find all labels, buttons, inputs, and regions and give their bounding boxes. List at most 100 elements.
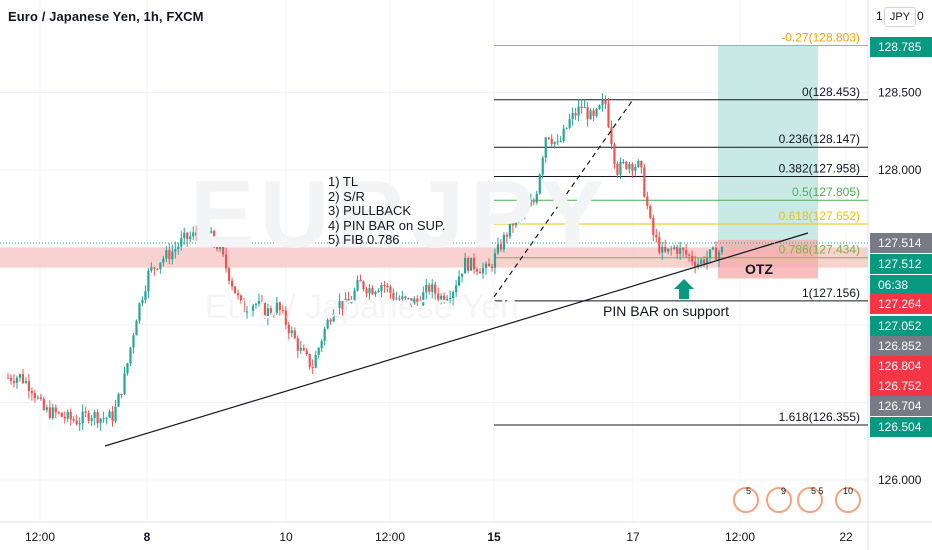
symbol-watermark-subtitle: Euro / Japanese Yen [205,288,519,326]
candle-body [472,257,476,270]
candle-body [284,310,287,325]
candle-body [314,354,317,368]
candle-body [619,161,622,175]
candle-body [281,310,284,312]
candle-body [490,266,494,268]
candle-body [30,390,33,394]
candle-body [395,298,398,300]
candle-body [186,232,189,240]
candle-body [466,258,470,271]
candle-body [239,295,243,302]
candle-body [69,411,72,420]
time-axis-label: 12:00 [725,530,755,544]
candle-body [711,247,715,250]
candle-body [478,271,482,274]
candle-body [428,285,431,292]
candle-body [535,193,538,203]
candle-body [458,276,461,286]
candle-body [123,373,126,395]
candle-body [705,257,709,264]
candle-body [236,293,240,296]
candle-body [6,377,10,379]
candle-body [661,246,664,253]
price-tag-bg [870,254,932,274]
price-tag: 126.704 [870,396,932,416]
candle-body [487,263,491,267]
candle-body [425,285,428,293]
candle-body [583,107,586,109]
candle-body [622,161,625,163]
time-axis-label: 8 [144,530,151,544]
candle-body [676,247,679,254]
candle-body [329,319,332,322]
candle-body [419,301,422,306]
fib-level-label: 0.382(127.958) [779,162,860,176]
candle-body [266,308,270,318]
candle-body [75,420,78,425]
fib-level-label: 0(128.453) [802,85,860,99]
candle-body [120,393,123,395]
candle-body [404,296,407,299]
price-tag-bg [870,417,932,437]
candle-body [643,167,646,197]
price-tag-bg [870,37,932,57]
candle-body [496,244,500,254]
candle-body [219,245,222,250]
candle-body [213,231,216,244]
candle-body [401,296,404,300]
candle-body [204,226,207,231]
price-tag-label: 126.704 [878,399,922,413]
candle-body [174,249,177,252]
economic-events[interactable]: 5 9 5 5 10 [733,486,873,515]
swing-dashed-line [493,100,633,298]
candle-body [144,291,147,301]
event-icon-3[interactable] [797,487,823,513]
candle-body [694,261,697,267]
candle-body [18,374,22,378]
price-axis-label: 128.000 [878,163,922,177]
price-tag: 126.804 [870,356,932,376]
candle-body [335,307,338,314]
candle-body [350,300,353,304]
candle-body [72,419,75,421]
candle-body [296,338,299,351]
candle-body [392,292,395,300]
candle-body [269,308,272,313]
candle-body [553,142,556,144]
candle-body [359,280,362,282]
candle-body [386,285,389,287]
candle-body [550,138,553,144]
candle-body [150,267,153,271]
candle-body [227,268,231,281]
candle-body [589,110,592,120]
candle-body [114,406,117,422]
candle-body [374,291,377,295]
candle-body [341,300,344,310]
candle-body [230,280,234,287]
candle-body [51,407,54,418]
candle-body [242,301,246,313]
candle-body [598,105,601,109]
candle-body [544,137,547,158]
price-tag-bg [870,396,932,416]
candle-body [156,268,159,270]
candle-body [398,298,401,300]
event-count-4: 10 [843,486,854,496]
candle-body [440,295,443,300]
candle-body [592,110,595,116]
currency-selector[interactable]: JPY [884,7,916,27]
candle-body [720,247,724,253]
event-icon-4[interactable] [835,487,861,513]
candle-body [679,247,682,254]
candle-body [84,411,87,413]
price-tag-bg [870,376,932,396]
fib-level-label: 0.5(127.805) [792,185,860,199]
chart-title[interactable]: Euro / Japanese Yen, 1h, FXCM [8,9,204,24]
scale-indicator-right: 0 [917,9,924,23]
otz-zone [718,239,818,279]
candle-body [383,284,386,286]
candle-body [499,244,503,250]
event-icon-2[interactable] [766,487,792,513]
event-icon-1[interactable] [733,487,759,513]
